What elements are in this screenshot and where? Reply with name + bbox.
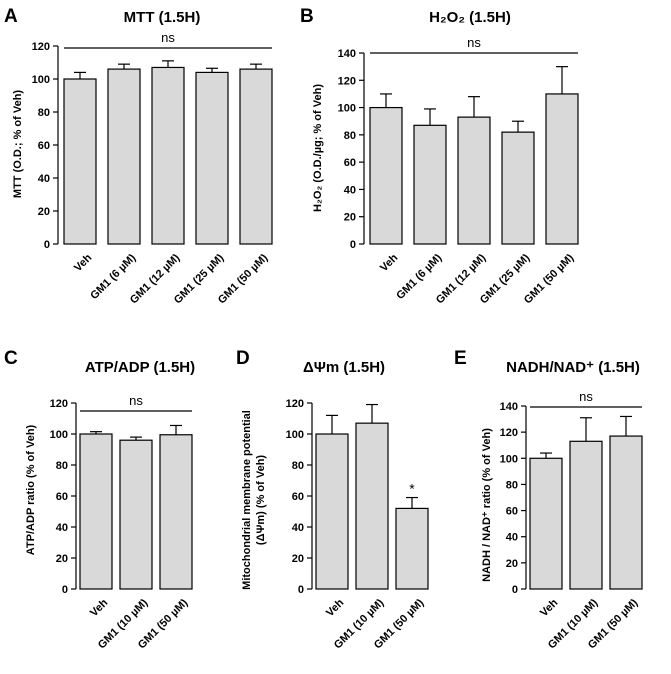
bar (355, 422, 389, 590)
y-tick-label: 60 (38, 140, 50, 152)
chart-title: MTT (1.5H) (124, 9, 201, 26)
category-label: Veh (88, 597, 111, 620)
significance-label: ns (579, 389, 593, 404)
bar (315, 433, 349, 590)
bar (239, 68, 273, 245)
y-tick-label: 100 (50, 429, 68, 441)
y-tick-label: 120 (500, 427, 518, 439)
y-axis-label: ATP/ADP ratio (% of Veh) (25, 424, 37, 555)
y-tick-label: 120 (286, 398, 304, 410)
panel-a: A MTT (1.5H) MTT (O.D.; % of Veh) 0 20 40 6… (4, 6, 273, 306)
y-tick-label: 100 (286, 429, 304, 441)
bar (119, 439, 153, 590)
bar (159, 434, 193, 590)
y-tick-label: 20 (344, 212, 356, 224)
y-tick-label: 40 (292, 522, 304, 534)
y-tick-label: 20 (56, 553, 68, 565)
category-label: Veh (324, 597, 347, 620)
y-tick-label: 20 (292, 553, 304, 565)
y-axis-label: H₂O₂ (O.D./µg; % of Veh) (312, 84, 324, 212)
significance-label: ns (161, 30, 175, 45)
y-tick-label: 0 (298, 584, 304, 596)
significance-label: ns (467, 35, 481, 50)
panel-b: B H₂O₂ (1.5H) H₂O₂ (O.D./µg; % of Veh) 0… (300, 6, 579, 306)
panel-c: C ATP/ADP (1.5H) ATP/ADP ratio (% of Veh… (4, 348, 195, 651)
y-tick-label: 100 (32, 74, 50, 86)
panel-letter: C (4, 348, 18, 369)
bar (151, 66, 185, 245)
y-tick-label: 100 (338, 103, 356, 115)
y-tick-label: 60 (292, 491, 304, 503)
bar (63, 78, 97, 245)
bar (609, 435, 643, 590)
y-axis-label: NADH / NAD⁺ ratio (% of Veh) (481, 428, 493, 582)
bar (457, 116, 491, 245)
bar (369, 106, 403, 245)
y-tick-label: 100 (500, 453, 518, 465)
y-tick-label: 60 (344, 157, 356, 169)
bar (569, 440, 603, 590)
y-tick-label: 0 (62, 584, 68, 596)
y-tick-label: 0 (512, 584, 518, 596)
y-tick-label: 80 (56, 460, 68, 472)
y-axis-label-line-2: (ΔΨm) (% of Veh) (255, 455, 267, 545)
panel-letter: A (4, 6, 18, 27)
category-label: Veh (72, 252, 95, 275)
significance-label: ns (129, 393, 143, 408)
bar (195, 71, 229, 245)
bar (395, 507, 429, 590)
y-tick-label: 80 (292, 460, 304, 472)
y-tick-label: 40 (344, 184, 356, 196)
panel-e: E NADH/NAD⁺ (1.5H) NADH / NAD⁺ ratio (% … (454, 348, 643, 651)
significance-star: * (409, 481, 415, 497)
y-axis-label-line-1: Mitochondrial membrane potential (241, 410, 253, 590)
y-tick-label: 140 (500, 401, 518, 413)
y-tick-label: 60 (56, 491, 68, 503)
y-tick-label: 40 (506, 532, 518, 544)
y-tick-label: 40 (56, 522, 68, 534)
y-tick-label: 0 (350, 239, 356, 251)
y-tick-label: 120 (32, 41, 50, 53)
y-tick-label: 20 (506, 558, 518, 570)
y-tick-label: 60 (506, 506, 518, 518)
bar (107, 68, 141, 245)
y-tick-label: 80 (344, 130, 356, 142)
y-tick-label: 120 (50, 398, 68, 410)
bar (79, 433, 113, 590)
bar (501, 131, 535, 245)
chart-title: NADH/NAD⁺ (1.5H) (506, 359, 640, 376)
y-tick-label: 80 (38, 107, 50, 119)
panel-d: D ΔΨm (1.5H) Mitochondrial membrane pote… (236, 348, 429, 651)
chart-title: H₂O₂ (1.5H) (429, 9, 511, 26)
chart-title: ΔΨm (1.5H) (303, 359, 385, 376)
panel-letter: E (454, 348, 467, 369)
category-label: Veh (378, 252, 401, 275)
y-tick-label: 80 (506, 479, 518, 491)
y-tick-label: 120 (338, 75, 356, 87)
y-tick-label: 40 (38, 173, 50, 185)
panel-letter: D (236, 348, 250, 369)
category-label: Veh (538, 597, 561, 620)
bar (545, 93, 579, 245)
panel-letter: B (300, 6, 314, 27)
y-tick-label: 0 (44, 239, 50, 251)
y-tick-label: 140 (338, 48, 356, 60)
y-axis-label: MTT (O.D.; % of Veh) (12, 90, 24, 198)
y-tick-label: 20 (38, 206, 50, 218)
bar (529, 457, 563, 590)
bar (413, 124, 447, 245)
chart-title: ATP/ADP (1.5H) (85, 359, 195, 376)
